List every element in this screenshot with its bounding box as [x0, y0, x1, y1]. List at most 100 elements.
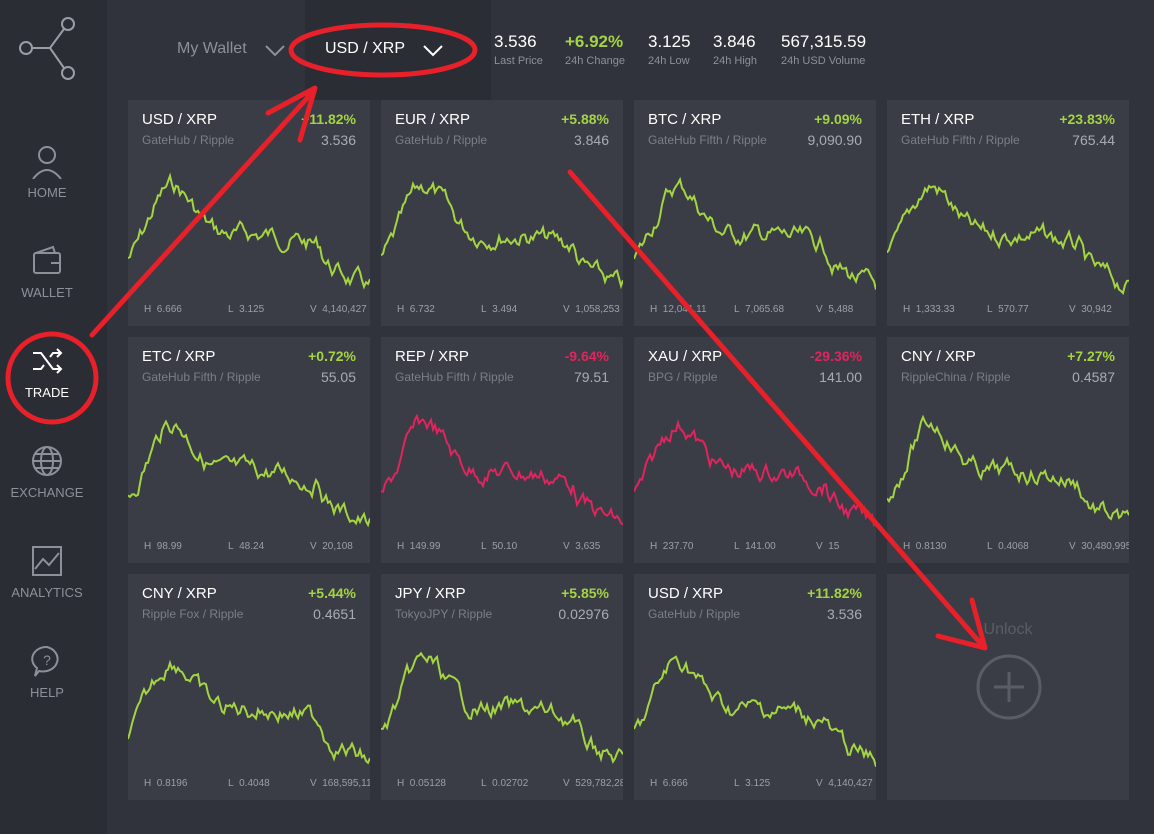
- nav-item[interactable]: ANALYTICS: [0, 545, 94, 600]
- range-stat: L 48.24: [228, 541, 264, 552]
- market-card[interactable]: EUR / XRP +5.88% GateHub / Ripple 3.846 H 6.…: [381, 100, 623, 326]
- price: 3.536: [826, 606, 862, 622]
- wallet-select[interactable]: My Wallet: [177, 40, 247, 57]
- range-stat-value: 141.00: [745, 541, 776, 552]
- range-stat-value: 4,140,427: [322, 304, 367, 315]
- pair-label: USD / XRP: [325, 40, 406, 57]
- sparkline: [128, 419, 370, 528]
- range-stat-value: 0.4068: [998, 541, 1029, 552]
- range-stat: L 50.10: [481, 541, 517, 552]
- range-stat-label: V: [310, 304, 317, 315]
- range-stat-value: 3,635: [575, 541, 601, 552]
- source: GateHub Fifth / Ripple: [648, 133, 767, 147]
- sparkline-path: [128, 419, 370, 528]
- price: 3.846: [573, 132, 609, 148]
- market-card[interactable]: ETH / XRP +23.83% GateHub Fifth / Ripple 76…: [887, 100, 1129, 326]
- range-stat-value: 12,041.11: [662, 304, 707, 315]
- range-stat: H 0.8130: [903, 541, 946, 552]
- nav-item[interactable]: HOME: [0, 145, 94, 200]
- chevron-path: [265, 45, 285, 57]
- market-card[interactable]: USD / XRP +11.82% GateHub / Ripple 3.536 H 6…: [128, 100, 370, 326]
- market-card[interactable]: BTC / XRP +9.09% GateHub Fifth / Ripple 9,0…: [634, 100, 876, 326]
- market-card[interactable]: ETC / XRP +0.72% GateHub Fifth / Ripple 55.…: [128, 337, 370, 563]
- source: GateHub / Ripple: [648, 607, 741, 621]
- range-stat-label: L: [481, 541, 487, 552]
- chevron: [265, 45, 285, 57]
- range-stat: V 4,140,427: [816, 778, 873, 789]
- source: BPG / Ripple: [648, 370, 718, 384]
- range-stat: V 168,595,116: [310, 778, 370, 789]
- pair-name: ETC / XRP: [142, 348, 216, 365]
- change: -9.64%: [564, 348, 609, 364]
- nav-item[interactable]: WALLET: [0, 245, 94, 300]
- range-stat-value: 0.05128: [409, 778, 446, 789]
- chevron-path: [423, 45, 443, 57]
- range-stat: L 0.4068: [987, 541, 1029, 552]
- change: +0.72%: [308, 348, 356, 364]
- nav-icon: [32, 146, 62, 179]
- range-stat-label: H: [650, 778, 658, 789]
- range-stat-label: H: [903, 541, 911, 552]
- price: 0.02976: [558, 606, 609, 622]
- unlock-card[interactable]: Unlock: [887, 574, 1129, 800]
- nav-item[interactable]: ? HELP: [0, 645, 94, 700]
- stat-label: 24h USD Volume: [781, 55, 866, 67]
- range-stat-label: H: [144, 778, 152, 789]
- range-stat: H 0.8196: [144, 778, 187, 789]
- pair-name: CNY / XRP: [901, 348, 976, 365]
- market-card[interactable]: USD / XRP +11.82% GateHub / Ripple 3.536 H 6…: [634, 574, 876, 800]
- range-stat-value: 0.8196: [156, 778, 188, 789]
- stat-value: 3.536: [494, 32, 537, 51]
- sparkline-path: [381, 413, 623, 526]
- range-stat: V 30,480,995: [1069, 541, 1129, 552]
- unlock-icon: [976, 654, 1042, 720]
- svg-text:?: ?: [43, 652, 51, 668]
- header-stat: +6.92% 24h Change: [565, 32, 625, 67]
- range-stat-label: L: [987, 541, 993, 552]
- price: 0.4651: [313, 606, 356, 622]
- sparkline: [381, 413, 623, 526]
- range-stat-value: 30,480,995: [1081, 541, 1129, 552]
- market-card[interactable]: XAU / XRP -29.36% BPG / Ripple 141.00 H 237.…: [634, 337, 876, 563]
- pair-picker[interactable]: USD / XRP: [305, 0, 491, 100]
- source: GateHub Fifth / Ripple: [901, 133, 1020, 147]
- range-stat-label: H: [650, 541, 658, 552]
- market-card[interactable]: REP / XRP -9.64% GateHub Fifth / Ripple 79.…: [381, 337, 623, 563]
- range-stat: L 7,065.68: [734, 304, 784, 315]
- market-card[interactable]: CNY / XRP +5.44% Ripple Fox / Ripple 0.4651…: [128, 574, 370, 800]
- source: GateHub Fifth / Ripple: [395, 370, 514, 384]
- stat-value: +6.92%: [565, 32, 624, 51]
- market-card[interactable]: CNY / XRP +7.27% RippleChina / Ripple 0.458…: [887, 337, 1129, 563]
- price: 141.00: [819, 369, 862, 385]
- nav-label: HELP: [30, 685, 64, 700]
- range-stat-label: V: [310, 541, 317, 552]
- market-card[interactable]: JPY / XRP +5.85% TokyoJPY / Ripple 0.02976 H…: [381, 574, 623, 800]
- range-stat: H 6.732: [397, 304, 435, 315]
- range-stat-label: V: [816, 304, 823, 315]
- sparkline-path: [381, 651, 623, 764]
- range-stat-value: 570.77: [998, 304, 1029, 315]
- pair-name: EUR / XRP: [395, 111, 471, 128]
- range-stat-value: 6.732: [409, 304, 435, 315]
- range-stat: L 0.4048: [228, 778, 270, 789]
- range-stat: L 141.00: [734, 541, 776, 552]
- range-stat-label: H: [397, 778, 405, 789]
- stat-label: 24h Change: [565, 55, 625, 67]
- range-stat-value: 3.125: [745, 778, 771, 789]
- stat-value: 567,315.59: [781, 32, 867, 51]
- range-stat: V 15: [816, 541, 839, 552]
- range-stat-value: 3.494: [492, 304, 518, 315]
- range-stat-value: 48.24: [239, 541, 265, 552]
- sidebar: HOME WALLET TRADE EXCHANGE ANALYTICS? HELP: [0, 0, 107, 834]
- change: +23.83%: [1059, 111, 1115, 127]
- nav-icon: ?: [31, 645, 59, 677]
- nav-label: HOME: [27, 185, 67, 200]
- range-stat-label: V: [310, 778, 317, 789]
- nav-item[interactable]: EXCHANGE: [0, 445, 94, 500]
- range-stat-value: 15: [828, 541, 840, 552]
- nav-item[interactable]: TRADE: [0, 345, 94, 400]
- range-stat: V 30,942: [1069, 304, 1112, 315]
- nav-label: TRADE: [24, 385, 70, 400]
- sparkline-path: [128, 172, 370, 290]
